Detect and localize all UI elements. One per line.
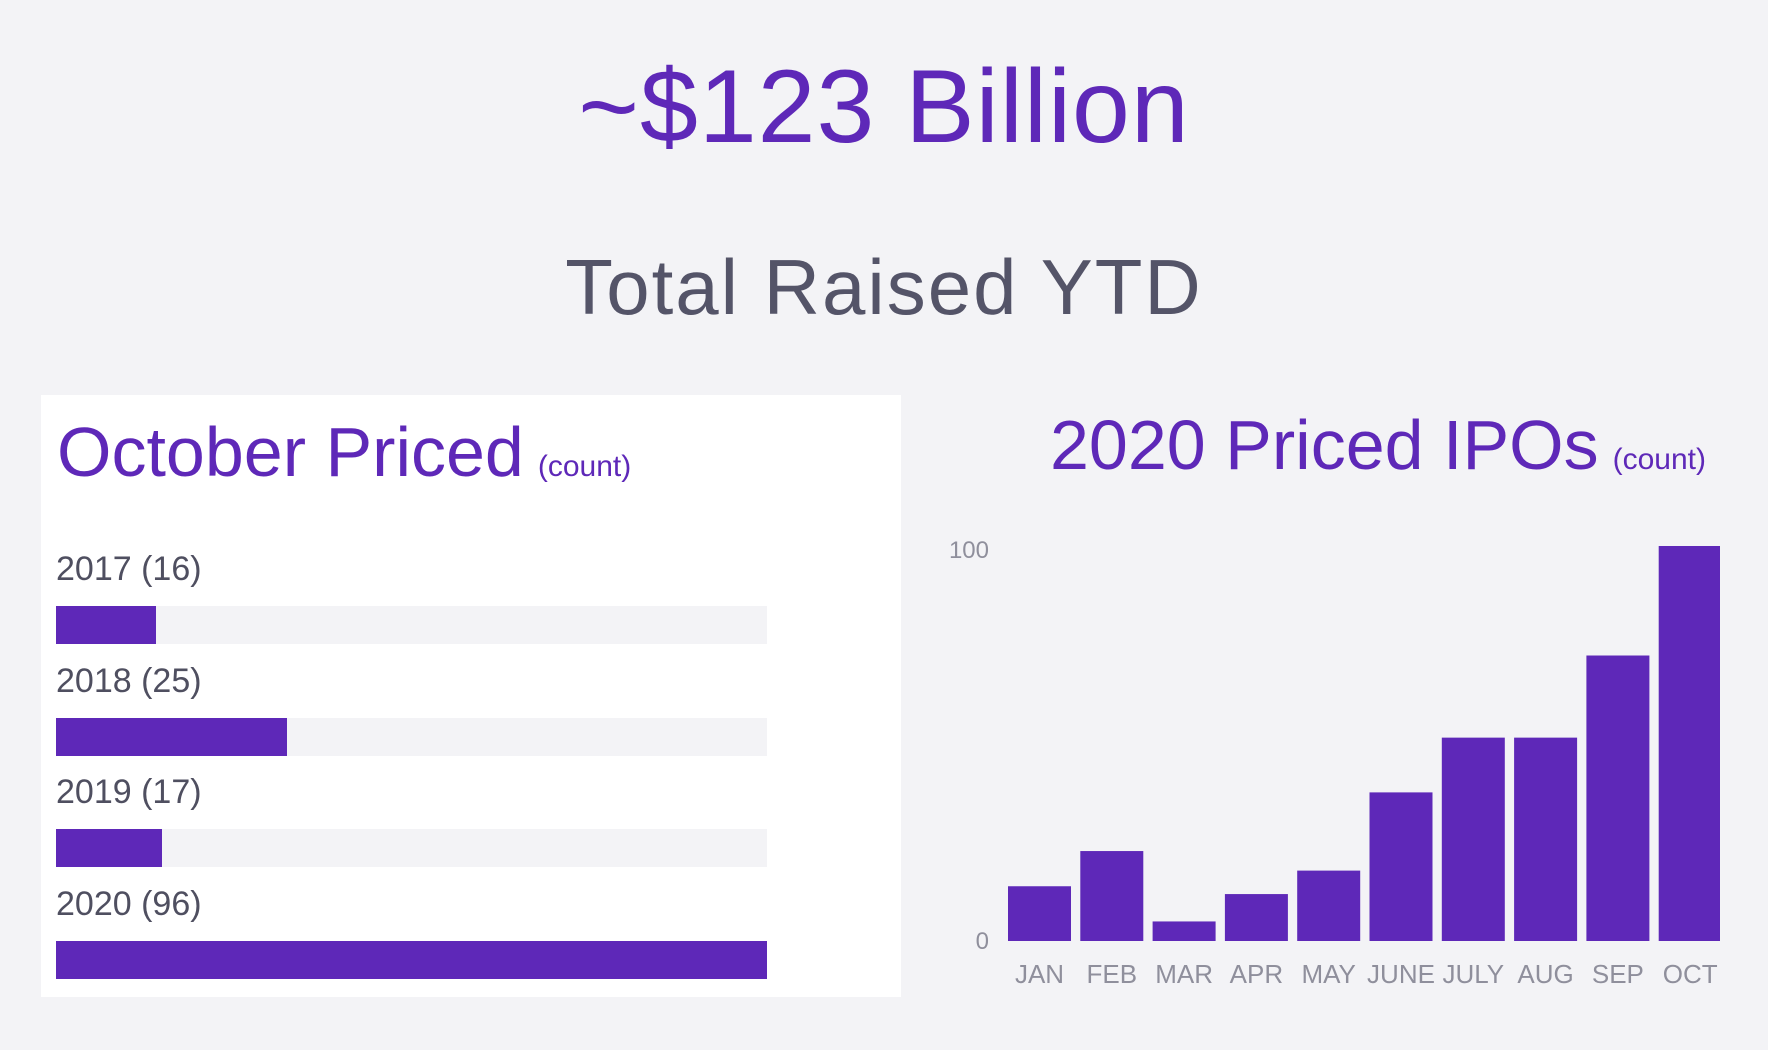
month-bar — [1224, 894, 1288, 941]
month-label: OCT — [1663, 959, 1718, 989]
month-label: MAR — [1155, 959, 1213, 989]
y-axis-tick-label: 0 — [976, 928, 989, 955]
october-priced-bar — [56, 829, 163, 867]
month-bar — [1080, 851, 1144, 941]
october-priced-title: October Priced (count) — [57, 417, 631, 487]
october-priced-bar-track — [56, 717, 767, 756]
monthly-ipos-title-text: 2020 Priced IPOs — [1050, 406, 1599, 484]
october-priced-bar — [56, 940, 767, 979]
october-priced-row-label: 2018 (25) — [56, 661, 202, 700]
month-label: JULY — [1442, 959, 1504, 989]
month-bar — [1297, 870, 1361, 941]
month-bar — [1514, 737, 1578, 941]
october-priced-bar-track — [56, 940, 767, 979]
month-label: JUNE — [1367, 959, 1435, 989]
headline-amount: ~$123 Billion — [578, 49, 1190, 165]
october-priced-row-label: 2020 (96) — [56, 884, 202, 923]
monthly-ipos-chart: 100 0 JAN FEB MAR APR MAY JUNE JULY AUG SEP OCT — [949, 537, 1720, 989]
y-axis-tick-label: 100 — [949, 537, 989, 564]
headline-caption: Total Raised YTD — [565, 243, 1203, 331]
october-priced-bar-track — [56, 829, 767, 867]
month-label: APR — [1230, 959, 1283, 989]
month-label: JAN — [1015, 959, 1064, 989]
month-bar — [1369, 792, 1433, 941]
october-priced-title-unit: (count) — [537, 450, 632, 483]
october-priced-row-label: 2019 (17) — [56, 773, 202, 811]
october-priced-bar-track — [56, 606, 767, 644]
october-priced-title-text: October Priced — [57, 413, 524, 491]
october-priced-bar — [56, 606, 156, 644]
october-priced-bar — [56, 717, 287, 756]
month-bar — [1658, 546, 1720, 941]
month-label: MAY — [1301, 959, 1355, 989]
month-bar — [1441, 737, 1505, 941]
monthly-ipos-title: 2020 Priced IPOs (count) — [1050, 410, 1706, 480]
month-bar — [1008, 886, 1071, 941]
month-label: FEB — [1087, 959, 1138, 989]
month-bar — [1586, 655, 1650, 941]
october-priced-panel: October Priced (count) 2017 (16) 2018 (25)… — [41, 395, 901, 997]
october-priced-row-label: 2017 (16) — [56, 550, 202, 588]
month-label: AUG — [1517, 959, 1573, 989]
month-bar — [1152, 921, 1216, 941]
month-label: SEP — [1592, 959, 1644, 989]
monthly-ipos-title-unit: (count) — [1612, 443, 1706, 476]
